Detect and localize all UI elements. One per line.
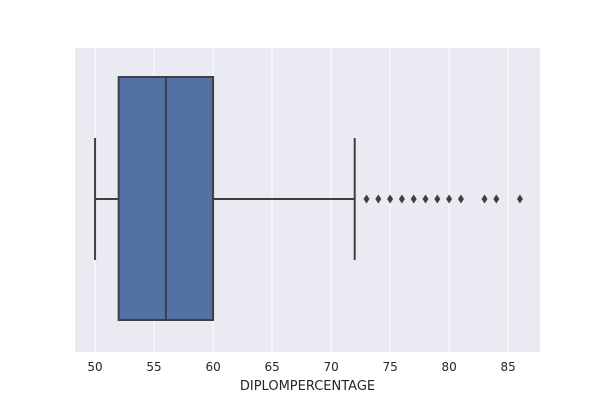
x-tick-label: 50 <box>87 360 102 374</box>
outlier-point <box>375 194 382 204</box>
outlier-point <box>387 194 394 204</box>
outlier-point <box>398 194 405 204</box>
outlier-point <box>410 194 417 204</box>
x-tick-label: 75 <box>382 360 397 374</box>
x-tick-label: 85 <box>500 360 515 374</box>
outliers <box>363 194 523 204</box>
x-tick-label: 60 <box>205 360 220 374</box>
outlier-point <box>422 194 429 204</box>
x-axis-ticks: 50 55 60 65 70 75 80 85 <box>87 360 515 374</box>
outlier-point <box>434 194 441 204</box>
x-tick-label: 70 <box>323 360 338 374</box>
outlier-point <box>481 194 488 204</box>
outlier-point <box>493 194 500 204</box>
x-tick-label: 80 <box>441 360 456 374</box>
outlier-point <box>363 194 370 204</box>
x-tick-label: 65 <box>264 360 279 374</box>
x-axis-label: DIPLOMPERCENTAGE <box>240 379 375 394</box>
x-tick-label: 55 <box>146 360 161 374</box>
whiskers <box>94 138 356 260</box>
outlier-point <box>457 194 464 204</box>
outlier-point <box>516 194 523 204</box>
outlier-point <box>446 194 453 204</box>
